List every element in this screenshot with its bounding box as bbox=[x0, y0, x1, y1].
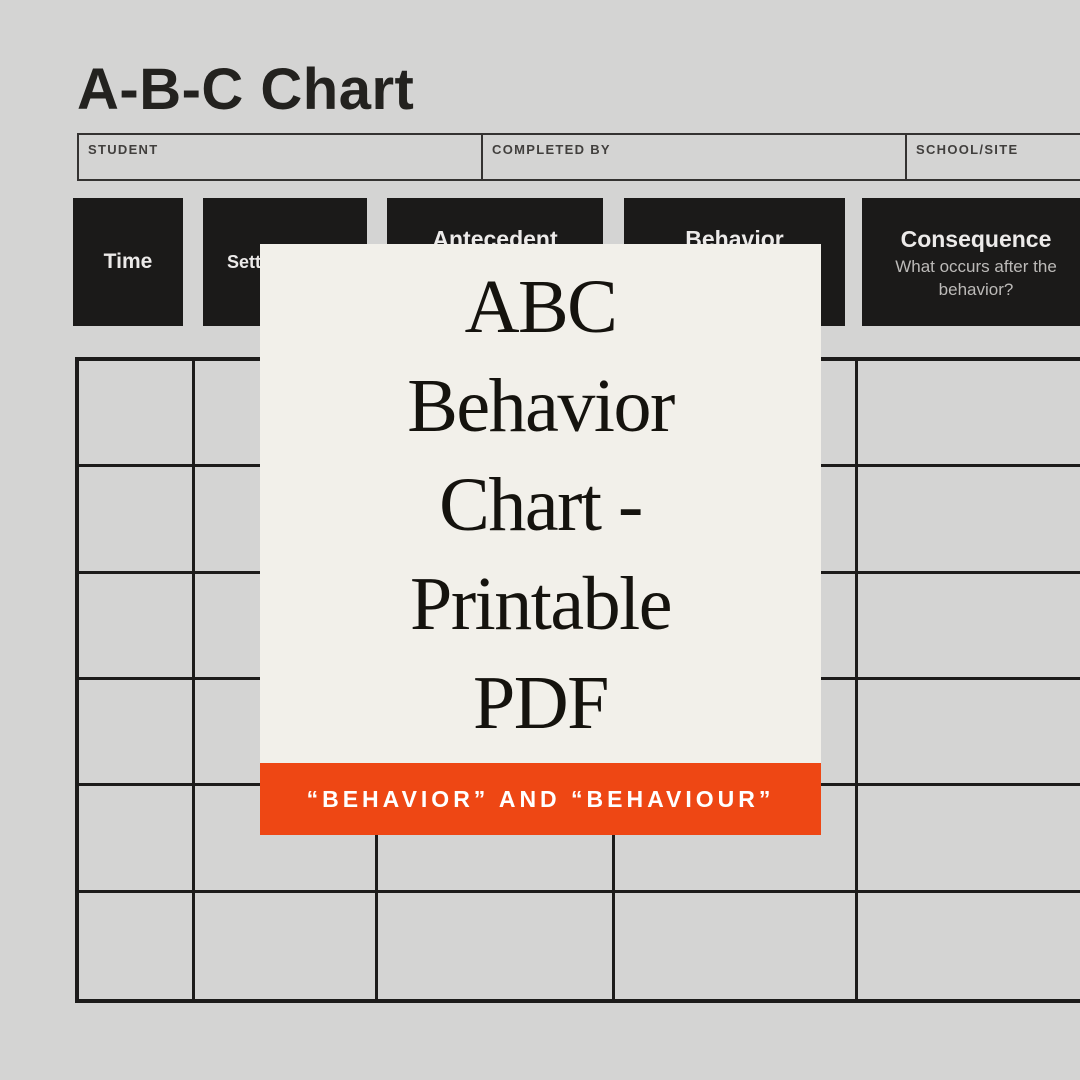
form-fields-row: STUDENT COMPLETED BY SCHOOL/SITE bbox=[77, 133, 1080, 181]
table-cell bbox=[79, 573, 195, 680]
table-cell bbox=[79, 361, 195, 468]
table-cell bbox=[858, 361, 1080, 468]
student-field: STUDENT bbox=[77, 133, 483, 181]
table-cell bbox=[79, 680, 195, 787]
table-cell bbox=[615, 892, 858, 999]
column-header-consequence: Consequence What occurs after the behavi… bbox=[862, 198, 1080, 326]
promo-title-line: PDF bbox=[473, 661, 609, 745]
school-site-field-label: SCHOOL/SITE bbox=[916, 142, 1019, 157]
promo-banner-text: “BEHAVIOR” AND “BEHAVIOUR” bbox=[306, 785, 775, 812]
completed-by-field: COMPLETED BY bbox=[481, 133, 907, 181]
table-cell bbox=[858, 574, 1080, 680]
promo-card: ABC Behavior Chart - Printable PDF bbox=[260, 244, 821, 763]
table-cell bbox=[79, 892, 195, 999]
promo-title-line: Chart - bbox=[439, 463, 643, 547]
page-title: A-B-C Chart bbox=[77, 57, 415, 122]
table-cell bbox=[378, 786, 615, 893]
table-cell bbox=[79, 786, 195, 893]
table-cell bbox=[858, 680, 1080, 787]
promo-banner: “BEHAVIOR” AND “BEHAVIOUR” bbox=[260, 763, 821, 835]
table-cell bbox=[195, 892, 378, 999]
promo-title: ABC Behavior Chart - Printable PDF bbox=[260, 244, 821, 753]
column-header-time: Time bbox=[73, 198, 183, 326]
promo-title-line: ABC bbox=[464, 265, 618, 349]
column-header-time-label: Time bbox=[103, 250, 153, 273]
student-field-label: STUDENT bbox=[88, 142, 159, 157]
table-cell bbox=[195, 786, 378, 893]
table-cell bbox=[378, 892, 615, 999]
table-cell bbox=[79, 467, 195, 574]
table-cell bbox=[615, 786, 858, 893]
table-cell bbox=[858, 786, 1080, 893]
table-cell bbox=[858, 467, 1080, 574]
school-site-field: SCHOOL/SITE bbox=[905, 133, 1080, 181]
table-cell bbox=[858, 893, 1080, 999]
promo-title-line: Printable bbox=[410, 562, 672, 646]
column-header-consequence-label: Consequence bbox=[900, 226, 1052, 252]
promo-title-line: Behavior bbox=[407, 364, 675, 448]
column-header-consequence-subtitle: What occurs after the behavior? bbox=[895, 257, 1057, 299]
completed-by-field-label: COMPLETED BY bbox=[492, 142, 611, 157]
